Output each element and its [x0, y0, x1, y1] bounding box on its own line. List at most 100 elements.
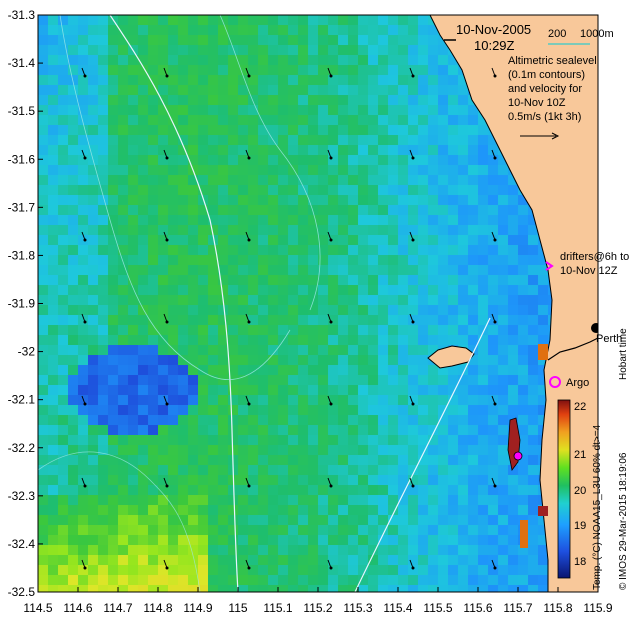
sst-pixel — [418, 275, 428, 285]
sst-pixel — [498, 475, 508, 485]
sst-pixel — [188, 185, 198, 195]
sst-pixel — [378, 555, 388, 565]
sst-pixel — [428, 495, 438, 505]
sst-pixel — [378, 525, 388, 535]
sst-pixel — [198, 245, 208, 255]
sst-pixel — [438, 475, 448, 485]
sst-pixel — [238, 405, 248, 415]
sst-pixel — [378, 415, 388, 425]
sst-pixel — [48, 565, 58, 575]
timestamp: © IMOS 29-Mar-2015 18:19:06 — [618, 452, 629, 590]
sst-pixel — [308, 195, 318, 205]
sst-pixel — [88, 165, 98, 175]
sst-pixel — [328, 35, 338, 45]
sst-pixel — [338, 55, 348, 65]
sst-pixel — [298, 255, 308, 265]
sst-pixel — [148, 485, 158, 495]
sst-pixel — [108, 65, 118, 75]
sst-pixel — [98, 105, 108, 115]
sst-pixel — [328, 515, 338, 525]
sst-pixel — [368, 65, 378, 75]
sst-pixel — [258, 575, 268, 585]
sst-pixel — [198, 355, 208, 365]
sst-pixel — [148, 585, 158, 592]
sst-pixel — [178, 35, 188, 45]
sst-pixel — [128, 255, 138, 265]
sst-pixel — [108, 145, 118, 155]
sst-pixel — [238, 175, 248, 185]
sst-pixel — [468, 355, 478, 365]
sst-pixel — [458, 265, 468, 275]
sst-pixel — [208, 195, 218, 205]
sst-pixel — [448, 265, 458, 275]
sst-pixel — [298, 15, 308, 25]
sst-pixel — [88, 535, 98, 545]
sst-pixel — [288, 395, 298, 405]
sst-pixel — [218, 405, 228, 415]
sst-pixel — [288, 345, 298, 355]
sst-pixel — [338, 455, 348, 465]
sst-pixel — [318, 195, 328, 205]
sst-pixel — [358, 255, 368, 265]
sst-pixel — [308, 185, 318, 195]
sst-pixel — [438, 135, 448, 145]
sst-pixel — [288, 535, 298, 545]
sst-pixel — [328, 55, 338, 65]
sst-pixel — [308, 275, 318, 285]
sst-pixel — [248, 345, 258, 355]
sst-pixel — [348, 25, 358, 35]
sst-pixel — [48, 85, 58, 95]
sst-pixel — [98, 385, 108, 395]
velocity-arrowhead — [83, 156, 87, 160]
sst-pixel — [498, 275, 508, 285]
contour-line — [109, 15, 239, 592]
sst-pixel — [538, 365, 548, 375]
sst-pixel — [238, 385, 248, 395]
sst-pixel — [428, 425, 438, 435]
sst-pixel — [188, 305, 198, 315]
sst-pixel — [448, 385, 458, 395]
sst-pixel — [358, 415, 368, 425]
sst-pixel — [208, 245, 218, 255]
sst-pixel — [278, 105, 288, 115]
sst-pixel — [218, 395, 228, 405]
sst-pixel — [528, 525, 538, 535]
sst-pixel — [158, 55, 168, 65]
sst-pixel — [148, 465, 158, 475]
sst-pixel — [298, 535, 308, 545]
sst-pixel — [408, 555, 418, 565]
sst-pixel — [108, 95, 118, 105]
sst-pixel — [368, 345, 378, 355]
sst-pixel — [368, 235, 378, 245]
sst-pixel — [128, 515, 138, 525]
sst-pixel — [58, 135, 68, 145]
x-tick-label: 115.8 — [543, 601, 572, 615]
drifter-arrow — [545, 261, 554, 271]
sst-pixel — [128, 505, 138, 515]
sst-pixel — [378, 315, 388, 325]
sst-pixel — [188, 215, 198, 225]
sst-pixel — [348, 275, 358, 285]
sst-pixel — [388, 25, 398, 35]
sst-pixel — [138, 45, 148, 55]
sst-pixel — [218, 525, 228, 535]
sst-pixel — [318, 115, 328, 125]
sst-pixel — [368, 15, 378, 25]
sst-pixel — [68, 115, 78, 125]
sst-pixel — [248, 495, 258, 505]
sst-pixel — [378, 175, 388, 185]
sst-pixel — [388, 325, 398, 335]
sst-pixel — [218, 315, 228, 325]
sst-pixel — [228, 525, 238, 535]
sst-pixel — [328, 265, 338, 275]
sst-pixel — [438, 175, 448, 185]
sst-pixel — [348, 185, 358, 195]
sst-pixel — [218, 165, 228, 175]
sst-pixel — [208, 105, 218, 115]
sst-pixel — [138, 225, 148, 235]
sst-pixel — [298, 525, 308, 535]
sst-pixel — [198, 315, 208, 325]
sst-pixel — [68, 85, 78, 95]
sst-pixel — [478, 305, 488, 315]
sst-pixel — [508, 215, 518, 225]
